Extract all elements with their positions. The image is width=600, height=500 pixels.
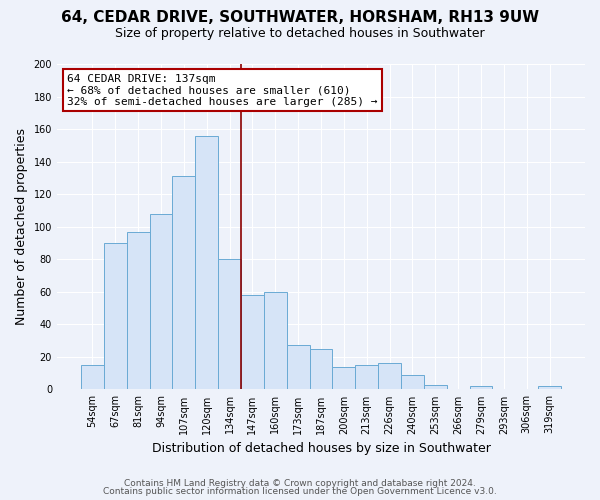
Bar xyxy=(195,136,218,390)
Bar xyxy=(287,346,310,390)
Bar xyxy=(470,386,493,390)
Bar xyxy=(401,375,424,390)
Bar xyxy=(241,295,264,390)
Y-axis label: Number of detached properties: Number of detached properties xyxy=(15,128,28,325)
Bar xyxy=(218,260,241,390)
Bar xyxy=(538,386,561,390)
Bar xyxy=(149,214,172,390)
Bar xyxy=(355,365,378,390)
Bar xyxy=(127,232,149,390)
Bar xyxy=(378,364,401,390)
Text: Size of property relative to detached houses in Southwater: Size of property relative to detached ho… xyxy=(115,28,485,40)
X-axis label: Distribution of detached houses by size in Southwater: Distribution of detached houses by size … xyxy=(152,442,490,455)
Bar xyxy=(104,243,127,390)
Bar xyxy=(81,365,104,390)
Bar xyxy=(332,366,355,390)
Bar xyxy=(424,384,446,390)
Text: 64 CEDAR DRIVE: 137sqm
← 68% of detached houses are smaller (610)
32% of semi-de: 64 CEDAR DRIVE: 137sqm ← 68% of detached… xyxy=(67,74,378,107)
Text: 64, CEDAR DRIVE, SOUTHWATER, HORSHAM, RH13 9UW: 64, CEDAR DRIVE, SOUTHWATER, HORSHAM, RH… xyxy=(61,10,539,25)
Bar xyxy=(310,349,332,390)
Bar xyxy=(264,292,287,390)
Bar xyxy=(172,176,195,390)
Text: Contains public sector information licensed under the Open Government Licence v3: Contains public sector information licen… xyxy=(103,487,497,496)
Text: Contains HM Land Registry data © Crown copyright and database right 2024.: Contains HM Land Registry data © Crown c… xyxy=(124,478,476,488)
